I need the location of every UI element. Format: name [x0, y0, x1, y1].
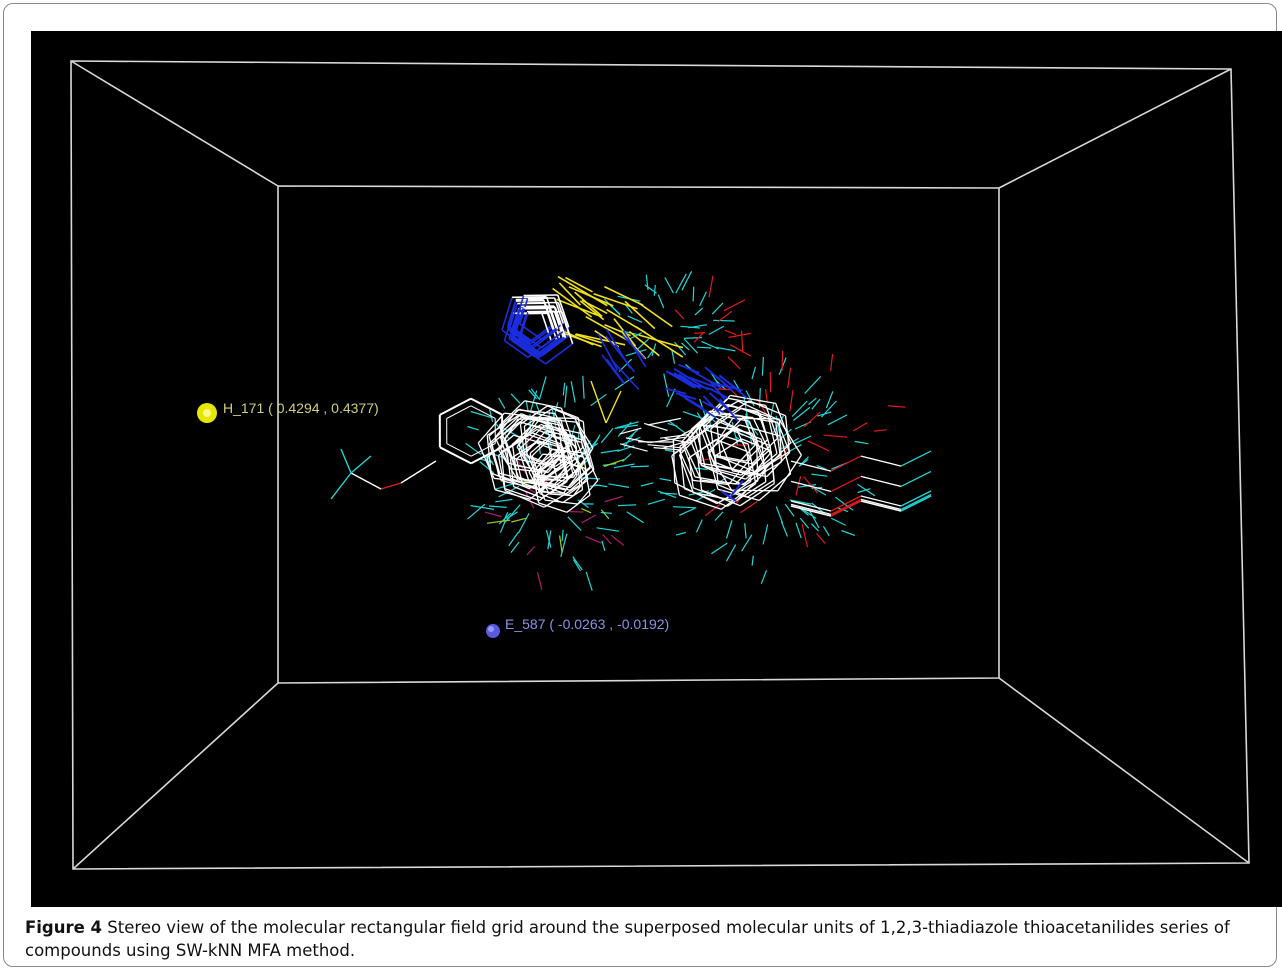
figure-caption-text: Stereo view of the molecular rectangular…	[25, 918, 1230, 960]
figure-frame: H_171 ( 0.4294 , 0.4377) E_587 ( -0.0263…	[3, 3, 1282, 967]
field-grid-box	[70, 60, 1250, 870]
molecular-viewport: H_171 ( 0.4294 , 0.4377) E_587 ( -0.0263…	[31, 31, 1282, 907]
field-point-h171-label: H_171 ( 0.4294 , 0.4377)	[223, 400, 379, 416]
grid-box-svg	[70, 60, 1250, 870]
grid-inner-face	[277, 185, 1000, 684]
figure-caption: Figure 4 Stereo view of the molecular re…	[25, 916, 1265, 962]
grid-outer-face	[70, 60, 1250, 870]
figure-number: Figure 4	[25, 918, 103, 937]
field-point-e587-label: E_587 ( -0.0263 , -0.0192)	[505, 616, 670, 632]
superposed-molecules	[330, 271, 932, 591]
